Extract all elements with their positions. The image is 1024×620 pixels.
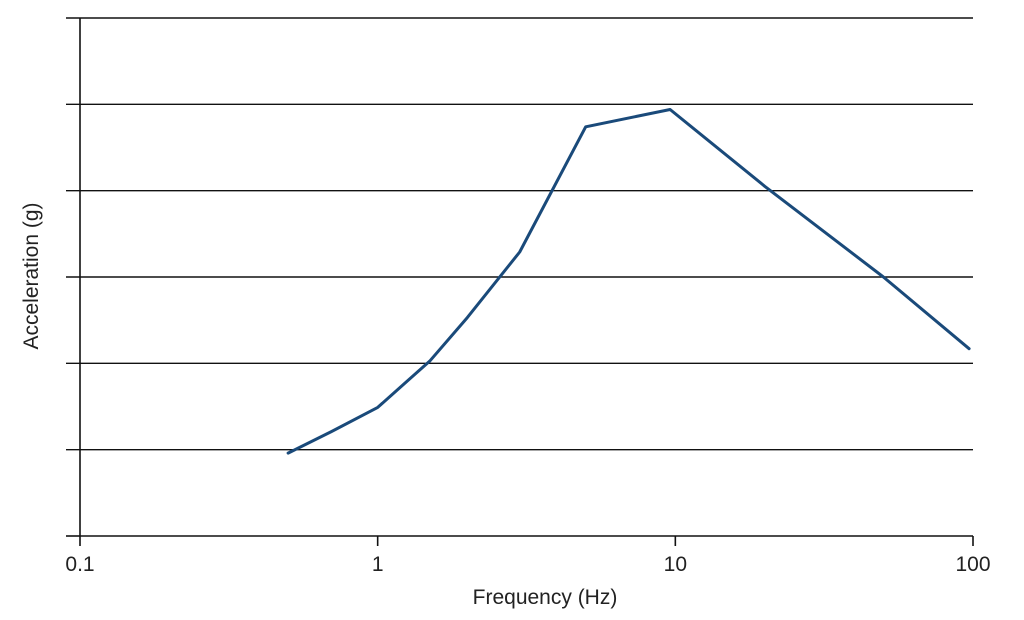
x-tick-label-2: 10 <box>664 553 687 576</box>
x-tick-label-1: 1 <box>372 553 384 576</box>
x-tick-label-0: 0.1 <box>65 553 94 576</box>
y-axis-title: Acceleration (g) <box>20 202 43 349</box>
x-tick-label-3: 100 <box>955 553 990 576</box>
axes <box>66 18 973 537</box>
series-line-0 <box>286 108 971 455</box>
x-axis-title: Frequency (Hz) <box>473 586 618 609</box>
tick-labels: 0.1 1 10 100 <box>65 553 990 576</box>
series-layer <box>286 108 971 455</box>
tick-marks <box>79 536 974 546</box>
grid-lines <box>66 17 973 451</box>
